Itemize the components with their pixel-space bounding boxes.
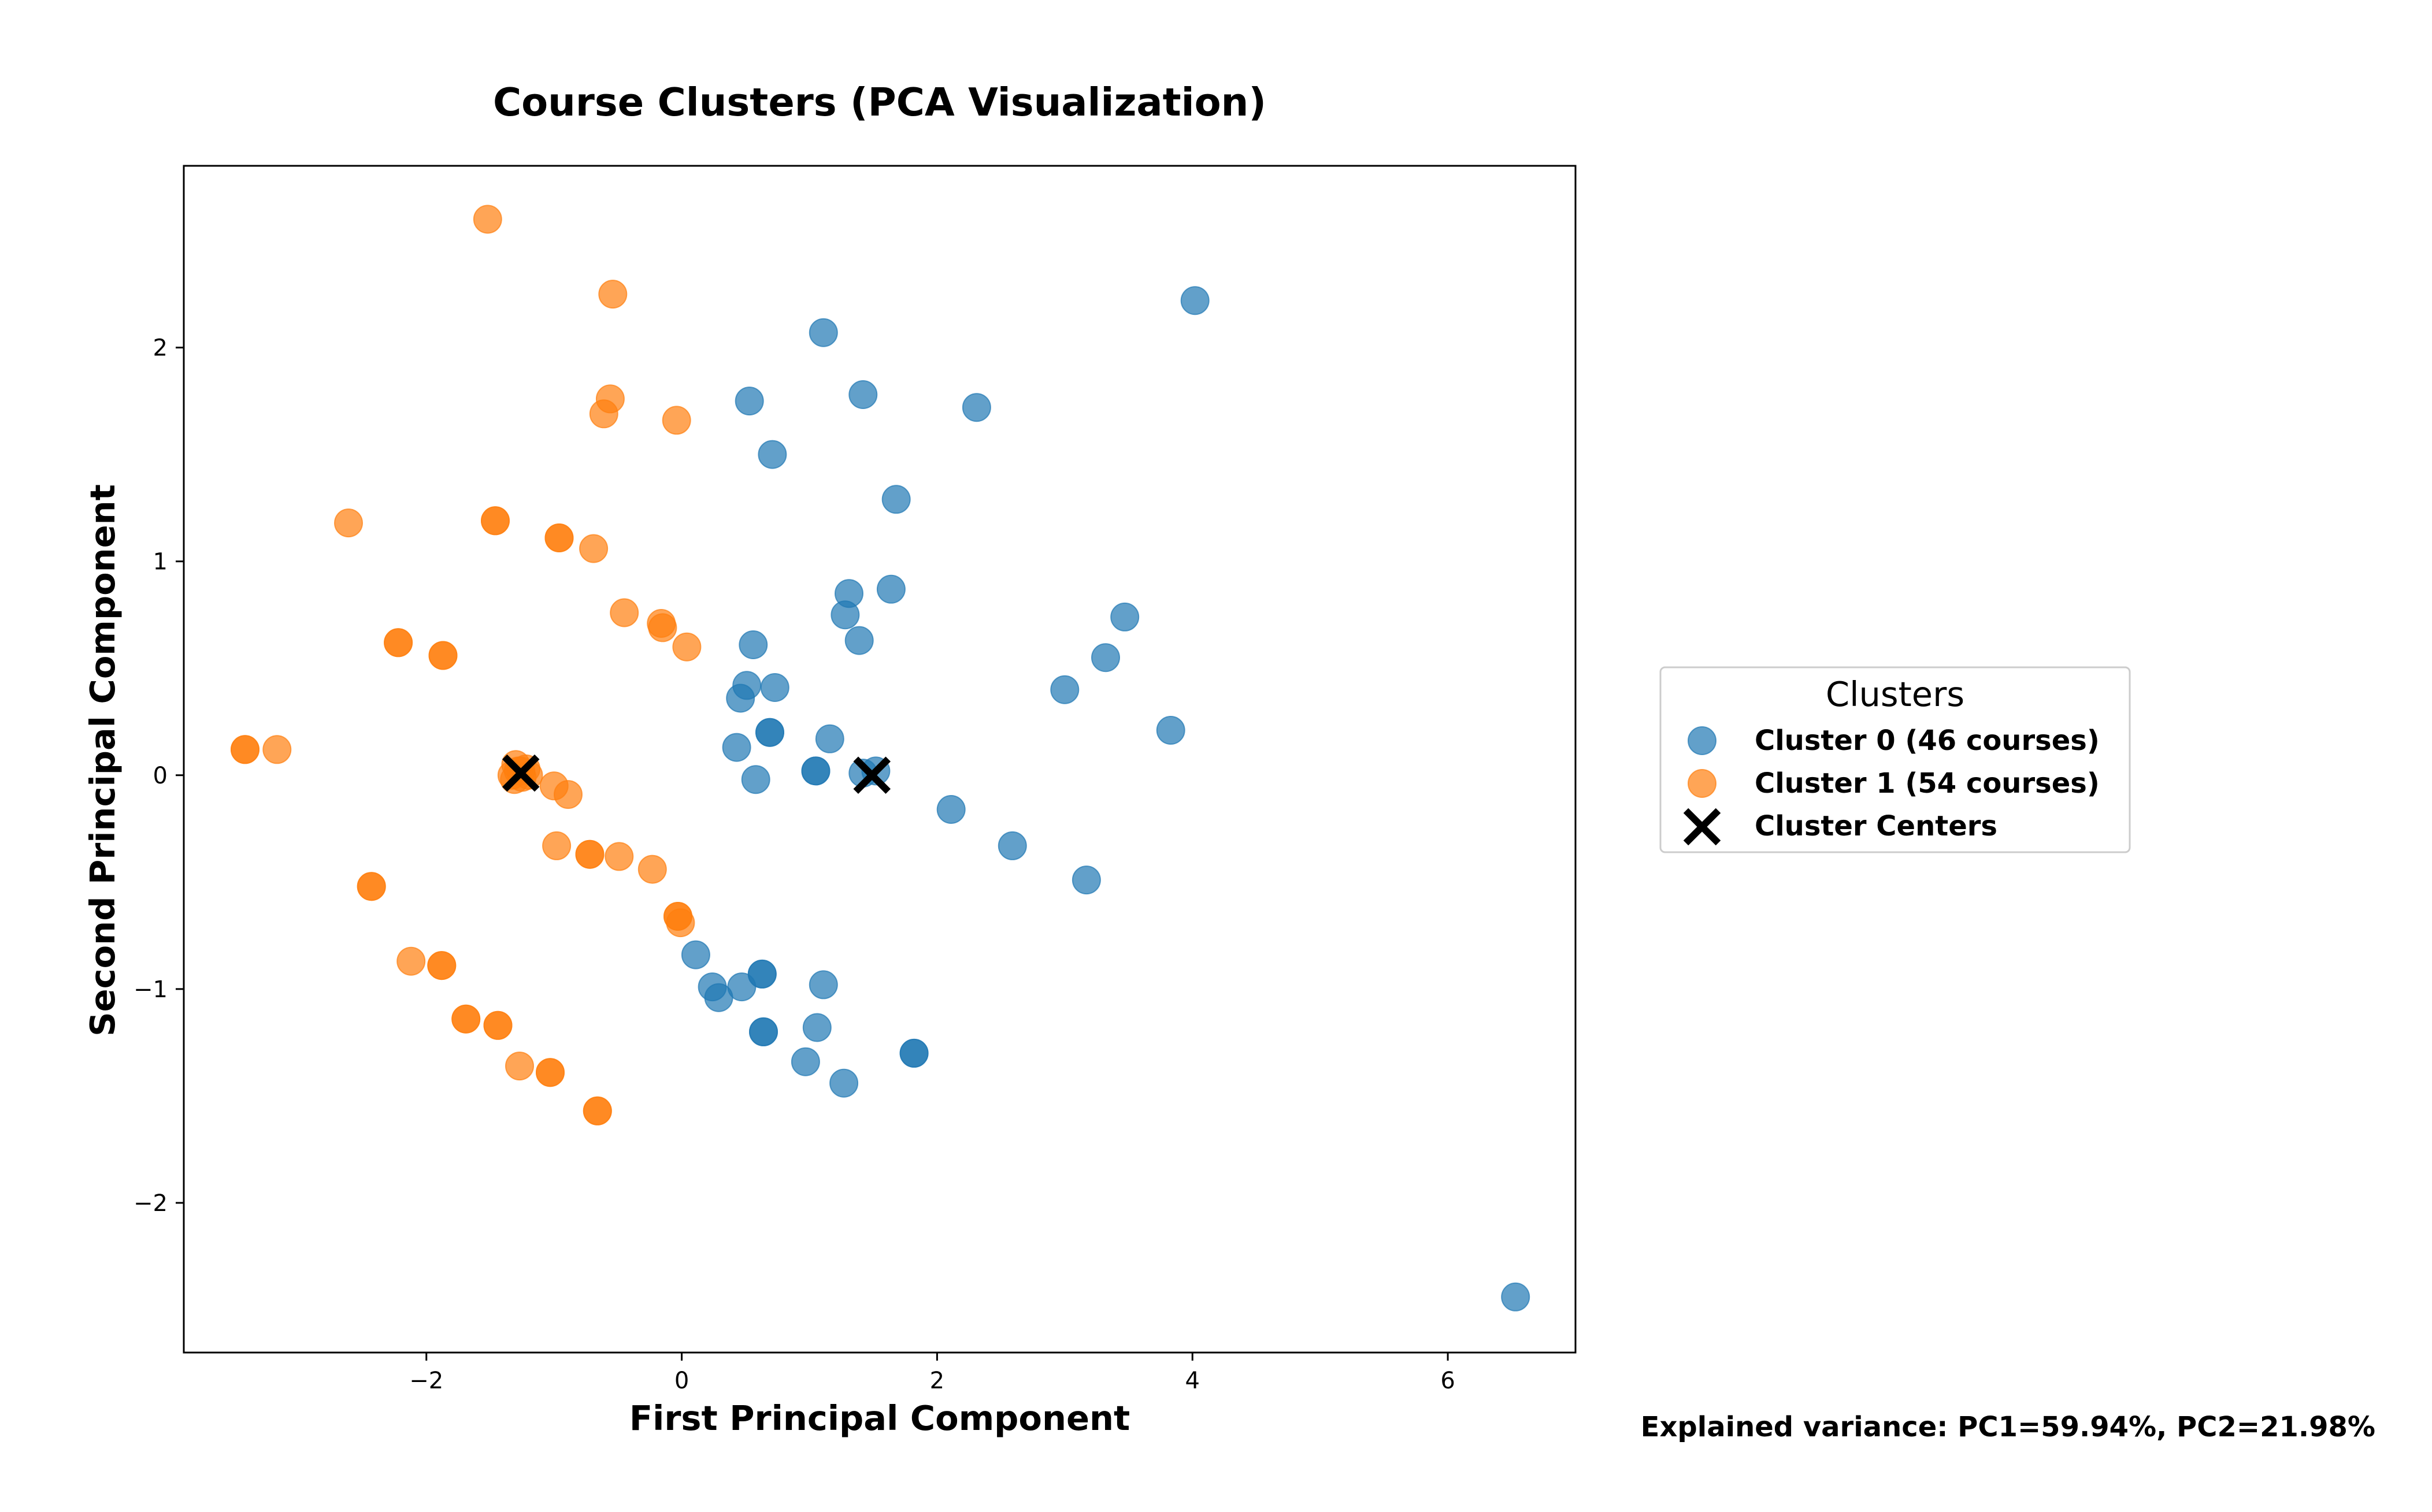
- cluster-0-point-8: [876, 574, 906, 604]
- x-tick-label-4: 6: [1440, 1368, 1455, 1394]
- points-layer: [231, 205, 1530, 1312]
- cluster-0-point-43: [829, 1068, 859, 1098]
- explained-variance-note: Explained variance: PC1=59.94%, PC2=21.9…: [1641, 1411, 2375, 1443]
- cluster-1-point-21: [262, 735, 292, 764]
- cluster-0-point-36: [704, 983, 733, 1012]
- legend-box: [1659, 666, 2131, 853]
- cluster-0-point-9: [831, 600, 860, 630]
- cluster-1-point-20: [231, 735, 259, 764]
- y-tick-label-4: 2: [153, 335, 168, 362]
- cluster-1-point-36: [396, 946, 426, 976]
- legend-label-cluster-0: Cluster 0 (46 courses): [1755, 725, 2100, 757]
- y-tick-label-2: 0: [153, 763, 168, 789]
- cluster-1-point-25: [554, 780, 583, 809]
- y-axis-label: Second Principal Component: [83, 484, 123, 1037]
- cluster-0-point-20: [815, 724, 844, 753]
- x-tick-label-2: 2: [930, 1368, 944, 1394]
- cluster-1-point-14: [672, 632, 702, 662]
- cluster-0-point-44: [1501, 1282, 1530, 1312]
- cluster-1-point-1: [598, 280, 628, 309]
- cluster-0-point-11: [844, 626, 874, 655]
- cluster-1-point-28: [575, 839, 605, 869]
- cluster-0-point-24: [801, 756, 831, 786]
- plot-frame: [183, 165, 1577, 1354]
- cluster-0-point-19: [755, 718, 784, 747]
- cluster-center-1: [853, 756, 891, 794]
- cluster-0-point-3: [735, 387, 764, 416]
- cluster-0-point-2: [848, 380, 878, 409]
- cluster-1-point-33: [666, 908, 695, 938]
- cluster-1-point-38: [427, 951, 457, 980]
- cluster-0-point-30: [681, 940, 710, 969]
- cluster-0-point-41: [899, 1038, 929, 1068]
- cluster-1-point-10: [579, 534, 609, 563]
- cluster-0-point-28: [998, 831, 1027, 860]
- cluster-1-point-30: [637, 855, 667, 884]
- legend: Clusters Cluster 0 (46 courses) Cluster …: [1659, 666, 2131, 853]
- axes-layer: −2 0 2 4 6 −2 −1 0 1 2: [134, 165, 1577, 1394]
- y-tick-label-3: 1: [153, 549, 168, 575]
- cluster-0-point-12: [739, 630, 768, 659]
- cluster-1-point-35: [357, 872, 386, 901]
- x-tick-label-0: −2: [409, 1368, 443, 1394]
- cluster-1-point-3: [589, 399, 618, 429]
- legend-marker-centers: [1683, 808, 1721, 846]
- cluster-1-point-5: [334, 508, 363, 538]
- cluster-0-point-5: [758, 440, 787, 469]
- cluster-0-point-35: [809, 970, 838, 1000]
- legend-label-centers: Cluster Centers: [1755, 810, 1997, 842]
- legend-marker-cluster-0: [1688, 726, 1717, 755]
- legend-title: Clusters: [1826, 674, 1964, 714]
- cluster-0-point-15: [760, 673, 789, 702]
- cluster-1-point-7: [481, 506, 510, 536]
- cluster-1-point-13: [648, 613, 677, 642]
- cluster-0-point-21: [1156, 716, 1185, 745]
- cluster-1-point-47: [583, 1096, 612, 1125]
- cluster-1-point-42: [483, 1011, 513, 1040]
- cluster-0-point-0: [1180, 286, 1210, 315]
- cluster-0-point-4: [962, 393, 991, 422]
- chart-title: Course Clusters (PCA Visualization): [493, 80, 1266, 125]
- cluster-0-point-38: [749, 1017, 778, 1046]
- legend-marker-cluster-1: [1688, 769, 1717, 798]
- cluster-0-point-16: [726, 683, 755, 713]
- cluster-1-point-4: [662, 406, 691, 435]
- cluster-0-point-29: [1072, 865, 1101, 895]
- x-axis-label: First Principal Component: [629, 1398, 1130, 1438]
- cluster-1-point-43: [505, 1052, 534, 1081]
- cluster-0-point-1: [809, 318, 838, 347]
- cluster-0-point-27: [936, 795, 966, 824]
- cluster-1-point-29: [605, 842, 634, 871]
- cluster-1-point-16: [384, 628, 413, 657]
- cluster-0-point-39: [802, 1013, 832, 1042]
- cluster-0-point-42: [791, 1047, 820, 1076]
- cluster-1-point-26: [542, 831, 572, 860]
- x-tick-label-1: 0: [674, 1368, 689, 1394]
- cluster-1-point-0: [473, 205, 502, 234]
- cluster-0-point-17: [1050, 675, 1080, 704]
- cluster-0-point-13: [1091, 643, 1120, 673]
- cluster-1-point-11: [610, 598, 639, 627]
- cluster-1-point-9: [544, 523, 574, 552]
- y-tick-label-1: −1: [134, 976, 168, 1003]
- cluster-0-point-22: [722, 733, 751, 762]
- x-tick-label-3: 4: [1185, 1368, 1200, 1394]
- cluster-0-point-26: [741, 765, 770, 794]
- y-tick-label-0: −2: [134, 1190, 168, 1217]
- cluster-1-point-45: [536, 1058, 565, 1087]
- cluster-0-point-6: [881, 485, 911, 514]
- legend-label-cluster-1: Cluster 1 (54 courses): [1755, 767, 2100, 800]
- cluster-1-point-18: [428, 641, 458, 670]
- cluster-center-0: [502, 754, 540, 792]
- cluster-1-point-40: [451, 1004, 481, 1034]
- cluster-0-point-10: [1110, 602, 1140, 631]
